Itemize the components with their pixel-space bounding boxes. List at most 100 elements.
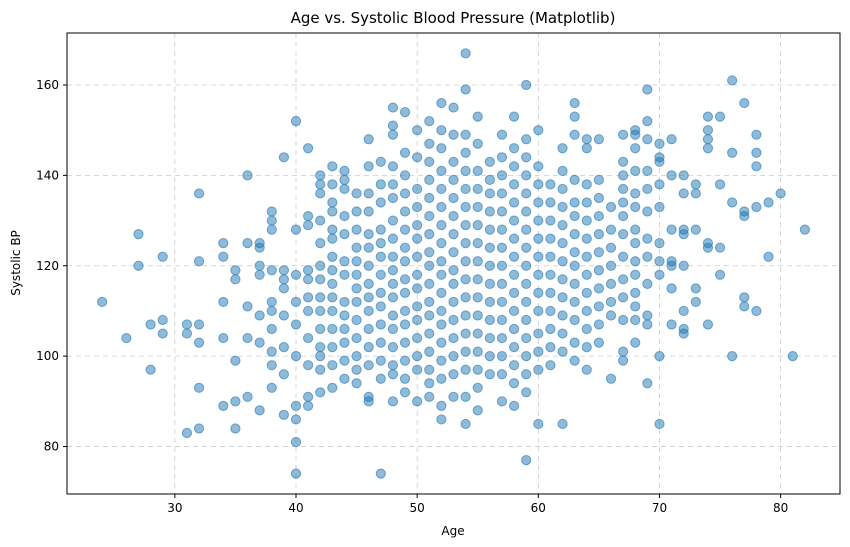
data-point (327, 278, 338, 289)
data-point (133, 229, 144, 240)
data-point (545, 342, 556, 353)
data-point (727, 147, 738, 158)
data-point (484, 278, 495, 289)
data-point (351, 256, 362, 267)
data-point (581, 179, 592, 190)
data-point (533, 161, 544, 172)
x-tick-label: 30 (167, 501, 182, 515)
data-point (266, 346, 277, 357)
data-point (460, 346, 471, 357)
data-point (278, 310, 289, 321)
data-point (533, 364, 544, 375)
data-point (569, 111, 580, 122)
data-point (496, 296, 508, 308)
data-point (399, 373, 411, 384)
data-point (521, 170, 532, 181)
data-point (630, 201, 641, 213)
data-point (339, 229, 350, 240)
data-point (339, 323, 350, 335)
data-point (327, 197, 338, 208)
x-tick-label: 60 (531, 501, 546, 515)
data-point (290, 319, 302, 330)
data-point (424, 328, 435, 339)
data-point (593, 229, 604, 240)
data-point (630, 287, 641, 298)
data-point (290, 296, 302, 308)
data-point (642, 278, 653, 289)
data-point (327, 323, 338, 335)
data-point (569, 129, 580, 140)
data-point (521, 260, 532, 271)
data-point (557, 292, 568, 303)
data-point (193, 382, 205, 393)
data-point (593, 134, 604, 145)
data-point (678, 328, 689, 339)
data-point (472, 201, 483, 213)
data-point (557, 143, 568, 154)
data-point (714, 242, 726, 253)
data-point (387, 233, 399, 244)
data-point (630, 165, 641, 176)
data-point (363, 292, 374, 303)
data-point (412, 233, 423, 244)
data-point (508, 197, 520, 208)
data-point (690, 296, 701, 308)
data-point (605, 296, 617, 308)
data-point (363, 188, 374, 199)
data-point (496, 351, 508, 362)
data-point (242, 170, 253, 181)
data-point (327, 224, 338, 235)
x-axis-ticks: 30 40 50 60 70 80 (167, 494, 788, 515)
data-point (593, 192, 604, 204)
data-point (375, 251, 386, 262)
data-point (630, 337, 641, 348)
data-point (327, 360, 338, 371)
data-point (375, 355, 386, 366)
data-point (412, 251, 423, 262)
data-point (581, 233, 592, 244)
data-point (278, 265, 289, 276)
data-point (787, 351, 798, 362)
data-point (484, 314, 495, 326)
data-point (569, 229, 580, 240)
data-point (678, 229, 689, 240)
data-point (339, 355, 350, 366)
data-point (508, 161, 520, 172)
data-point (387, 265, 399, 276)
data-point (412, 125, 423, 136)
data-point (702, 143, 714, 154)
data-point (375, 197, 386, 208)
data-point (460, 219, 471, 231)
data-point (436, 97, 447, 109)
data-point (412, 314, 423, 326)
data-point (303, 210, 314, 222)
data-point (460, 84, 471, 95)
data-point (666, 224, 677, 235)
data-point (678, 170, 689, 181)
data-point (242, 391, 253, 402)
data-point (339, 269, 350, 280)
data-point (472, 328, 483, 339)
data-point (496, 396, 508, 407)
data-point (290, 224, 302, 235)
data-point (472, 111, 483, 122)
data-point (266, 206, 277, 217)
data-point (218, 332, 229, 344)
data-point (157, 328, 168, 339)
data-point (678, 305, 689, 317)
data-point (533, 197, 544, 208)
data-point (545, 323, 556, 335)
data-point (266, 360, 277, 371)
data-point (557, 165, 568, 176)
data-point (678, 260, 689, 271)
data-point (315, 292, 326, 303)
data-point (399, 274, 411, 285)
data-point (351, 351, 362, 362)
data-point (387, 102, 399, 113)
data-point (521, 387, 532, 398)
data-point (424, 174, 435, 185)
y-tick-label: 140 (36, 168, 59, 182)
data-point (569, 247, 580, 258)
data-point (799, 224, 810, 235)
data-point (424, 210, 435, 222)
